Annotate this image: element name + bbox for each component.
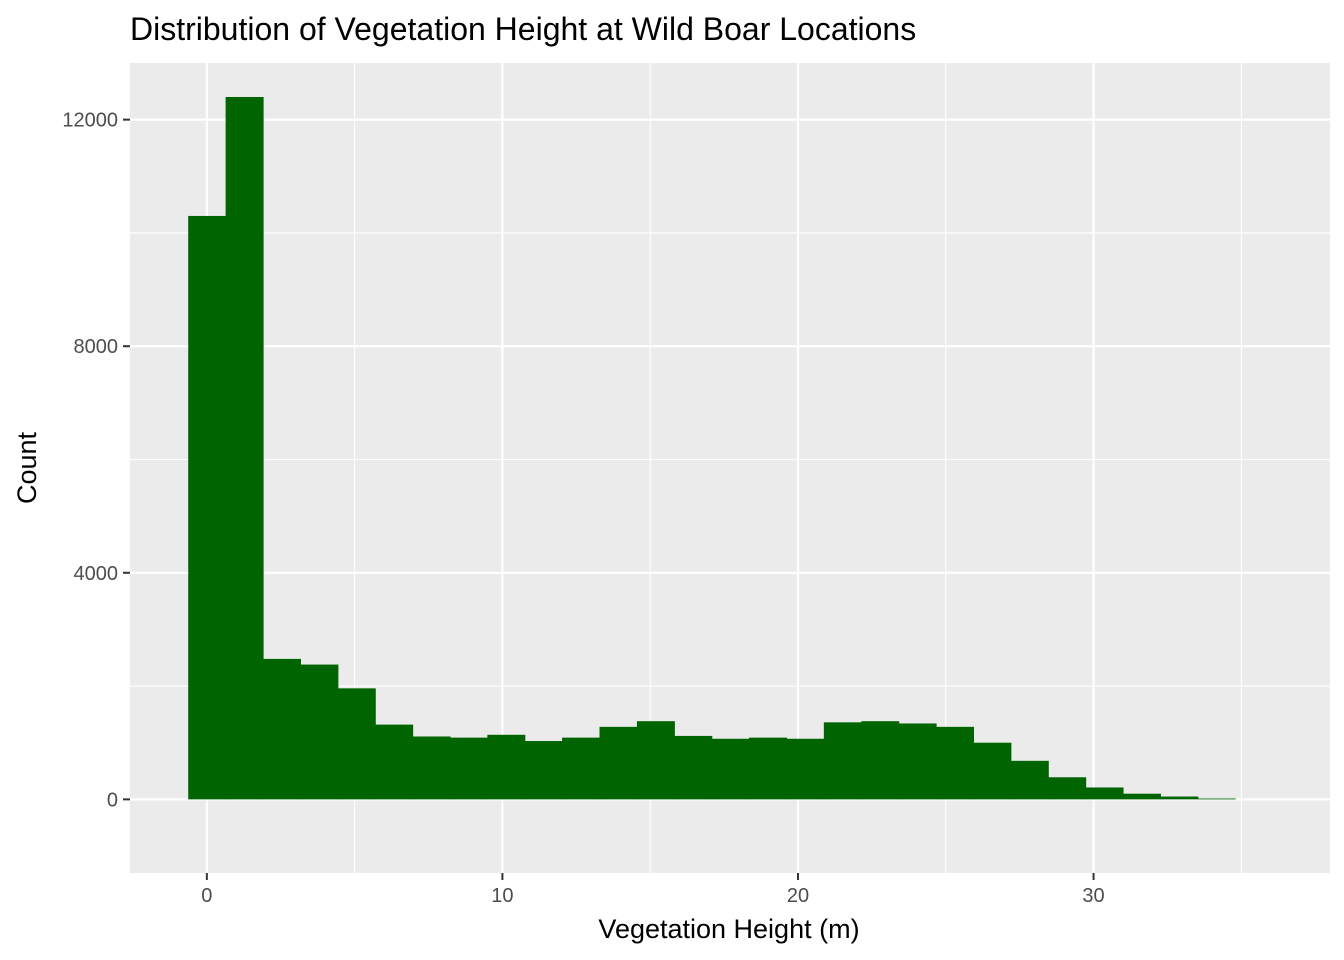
histogram-bar (487, 734, 526, 800)
histogram-bar (188, 215, 227, 800)
histogram-bar (449, 737, 488, 800)
y-axis: 0 4000 8000 12000 (62, 110, 130, 811)
x-tick-label: 30 (1082, 885, 1104, 907)
histogram-bar (1048, 777, 1087, 800)
x-tick-label: 10 (491, 885, 513, 907)
histogram-bar (823, 722, 862, 800)
y-tick-label: 12000 (62, 110, 118, 132)
chart-title: Distribution of Vegetation Height at Wil… (130, 11, 916, 47)
histogram-bar (562, 737, 601, 800)
histogram-bar (898, 723, 937, 800)
minor-gridlines (130, 63, 1330, 873)
histogram-bar (1122, 793, 1161, 800)
histogram-bar (225, 96, 264, 800)
y-tick-label: 8000 (74, 336, 119, 358)
histogram-bar (412, 736, 451, 800)
major-gridlines (130, 63, 1330, 873)
histogram-bar (263, 658, 301, 800)
y-axis-title: Count (12, 431, 42, 504)
x-axis: 0 10 20 30 (201, 873, 1105, 907)
histogram-bar (375, 724, 414, 800)
histogram-bar (786, 738, 825, 800)
histogram-bar (636, 721, 675, 800)
histogram-bar (524, 741, 563, 800)
histogram-bar (337, 688, 376, 800)
x-tick-label: 0 (201, 885, 212, 907)
y-tick-label: 4000 (74, 563, 119, 585)
histogram-bar (936, 726, 974, 800)
histogram-bar (749, 737, 788, 800)
histogram-bar (1160, 796, 1199, 800)
histogram-bar (861, 721, 900, 800)
histogram-bars (188, 96, 1236, 800)
histogram-bar (599, 726, 638, 800)
histogram-bar (1197, 798, 1236, 800)
histogram-bar (674, 735, 713, 800)
y-tick-label: 0 (107, 789, 118, 811)
histogram-bar (1010, 760, 1049, 800)
histogram-bar (1085, 787, 1124, 800)
histogram-bar (711, 738, 750, 800)
histogram-bar (300, 664, 339, 800)
x-tick-label: 20 (787, 885, 809, 907)
x-axis-title: Vegetation Height (m) (598, 914, 859, 944)
histogram-bar (973, 742, 1012, 800)
